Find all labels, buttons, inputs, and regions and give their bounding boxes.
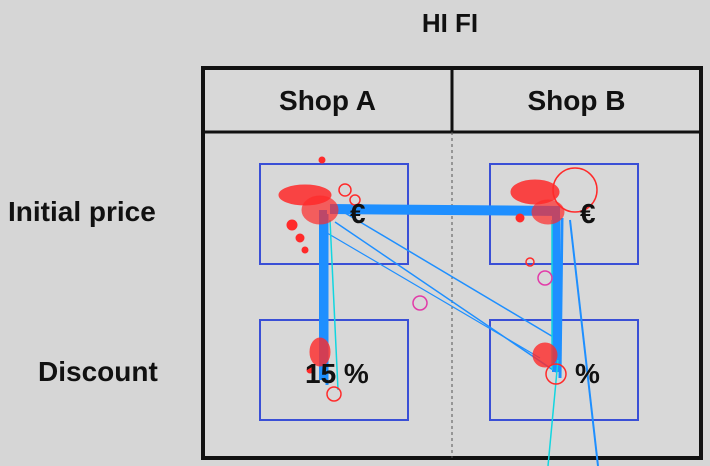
fixation-cluster-shop-b-discount (532, 342, 567, 385)
row-label-discount: Discount (38, 356, 158, 387)
column-header-shop-b: Shop B (527, 85, 626, 116)
aoi-box-shop-b-discount (489, 319, 639, 421)
fixation-cluster-shop-a-discount (306, 337, 342, 402)
row-label-initial-price: Initial price (8, 196, 156, 227)
fixation-cluster-shop-b-price (510, 167, 598, 267)
cell-shop-b-price: € (580, 198, 596, 229)
cell-shop-b-discount: % (575, 358, 600, 389)
cell-shop-a-discount: 15 % (305, 358, 369, 389)
fixation-cluster-shop-a-price (278, 156, 361, 254)
column-header-shop-a: Shop A (279, 85, 376, 116)
fixation-outliers (412, 270, 553, 311)
diagram-title: HI FI (421, 8, 479, 38)
cell-shop-a-price: € (350, 198, 366, 229)
